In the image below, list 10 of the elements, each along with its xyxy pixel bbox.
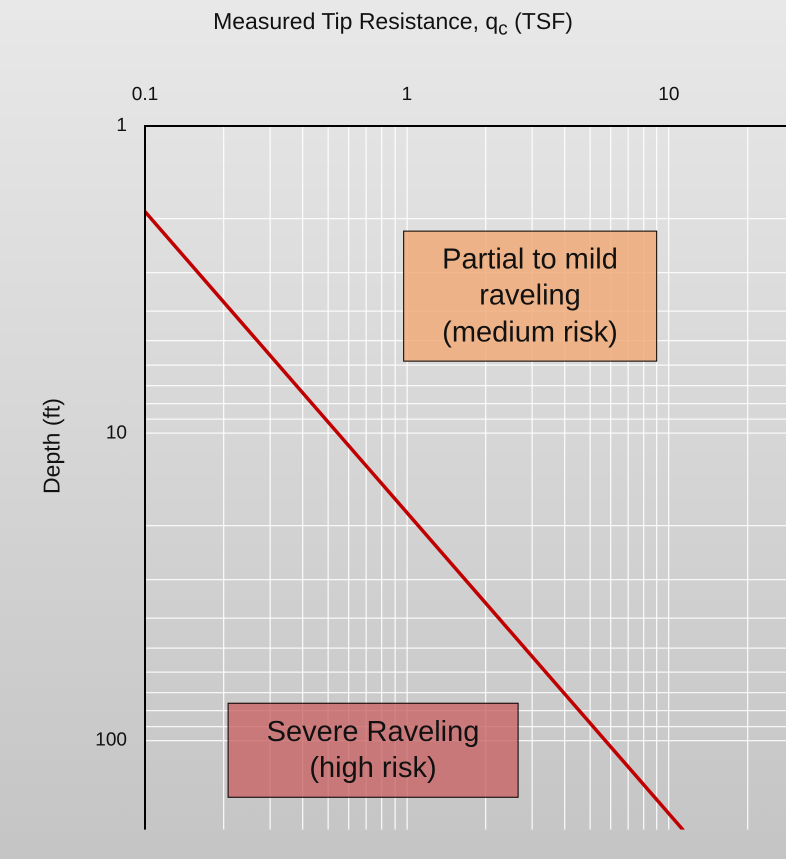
y-tick-label: 10 bbox=[106, 422, 127, 444]
x-axis-title: Measured Tip Resistance, q$_{c}$ (TSF) bbox=[212, 8, 574, 41]
y-tick-label: 100 bbox=[95, 730, 127, 751]
y-tick-label: 1 bbox=[116, 115, 127, 136]
x-tick-label: 0.1 bbox=[132, 84, 158, 105]
x-tick-label: 10 bbox=[658, 84, 680, 105]
annotation: Partial to mild raveling (medium risk) bbox=[403, 230, 657, 362]
y-axis-title: Depth (ft) bbox=[38, 398, 66, 494]
annotation: Severe Raveling (high risk) bbox=[228, 702, 518, 798]
x-tick-label: 1 bbox=[402, 84, 412, 105]
